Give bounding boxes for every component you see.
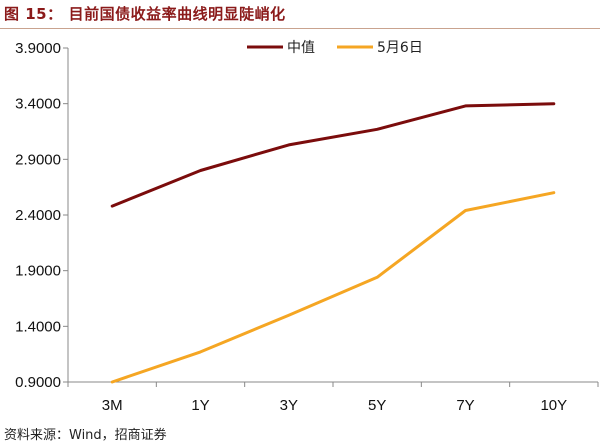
chart-series [110, 102, 556, 384]
y-tick-label: 2.4000 [15, 207, 61, 224]
title-divider [0, 28, 600, 29]
x-tick-label: 3Y [280, 397, 298, 414]
x-tick-label: 3M [102, 397, 123, 414]
chart-axes [67, 48, 598, 383]
source-note: 资料来源：Wind，招商证券 [4, 428, 167, 443]
chart-legend: 中值 5月6日 [247, 40, 423, 56]
y-tick-label: 3.4000 [15, 96, 61, 113]
legend-label-1: 5月6日 [377, 40, 423, 56]
y-tick-label: 1.9000 [15, 263, 61, 280]
x-tick-label: 10Y [540, 397, 567, 414]
x-tick-label: 1Y [191, 397, 209, 414]
y-tick-label: 3.9000 [15, 40, 61, 57]
y-tick-label: 1.4000 [15, 318, 61, 335]
series-line-0 [110, 102, 556, 208]
legend-label-0: 中值 [287, 40, 315, 56]
y-tick-label: 0.9000 [15, 374, 61, 391]
x-axis-ticks: 3M 1Y 3Y 5Y 7Y 10Y [67, 382, 599, 414]
figure-title-text: 目前国债收益率曲线明显陡峭化 [68, 5, 286, 23]
y-tick-label: 2.9000 [15, 151, 61, 168]
series-line-1 [110, 191, 556, 384]
x-tick-label: 5Y [368, 397, 386, 414]
figure-title: 图 15： 目前国债收益率曲线明显陡峭化 [4, 3, 286, 24]
y-axis-ticks: 0.9000 1.4000 1.9000 2.4000 2.9000 3.4000 3.90… [15, 40, 68, 391]
figure-label: 图 15： [4, 5, 63, 23]
x-tick-label: 7Y [456, 397, 474, 414]
